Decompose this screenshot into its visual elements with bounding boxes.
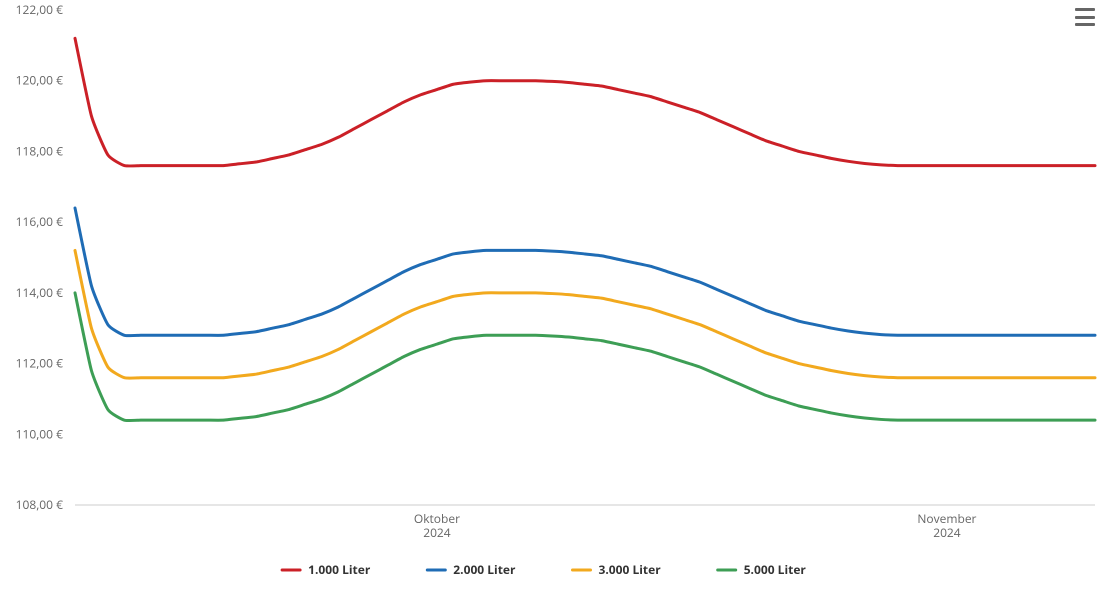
y-tick-label: 118,00 € xyxy=(16,142,64,159)
series-line xyxy=(75,208,1095,336)
series-line xyxy=(75,293,1095,421)
chart-svg: 108,00 € 110,00 € 112,00 € 114,00 € 116,00 €… xyxy=(0,0,1105,602)
y-tick-label: 120,00 € xyxy=(16,72,64,89)
y-tick-label: 114,00 € xyxy=(16,284,64,301)
x-tick-sublabel: 2024 xyxy=(423,524,451,541)
y-tick-label: 112,00 € xyxy=(16,355,64,372)
y-tick-label: 122,00 € xyxy=(16,1,64,18)
x-tick-sublabel: 2024 xyxy=(933,524,961,541)
legend-label[interactable]: 5.000 Liter xyxy=(744,561,807,578)
series-line xyxy=(75,250,1095,378)
legend-label[interactable]: 1.000 Liter xyxy=(308,561,371,578)
price-chart: 108,00 € 110,00 € 112,00 € 114,00 € 116,00 €… xyxy=(0,0,1105,602)
y-tick-label: 110,00 € xyxy=(16,425,64,442)
hamburger-menu-icon[interactable] xyxy=(1075,6,1095,28)
legend-label[interactable]: 3.000 Liter xyxy=(599,561,662,578)
series-line xyxy=(75,38,1095,166)
legend-label[interactable]: 2.000 Liter xyxy=(453,561,516,578)
y-tick-label: 108,00 € xyxy=(16,496,64,513)
y-tick-label: 116,00 € xyxy=(16,213,64,230)
